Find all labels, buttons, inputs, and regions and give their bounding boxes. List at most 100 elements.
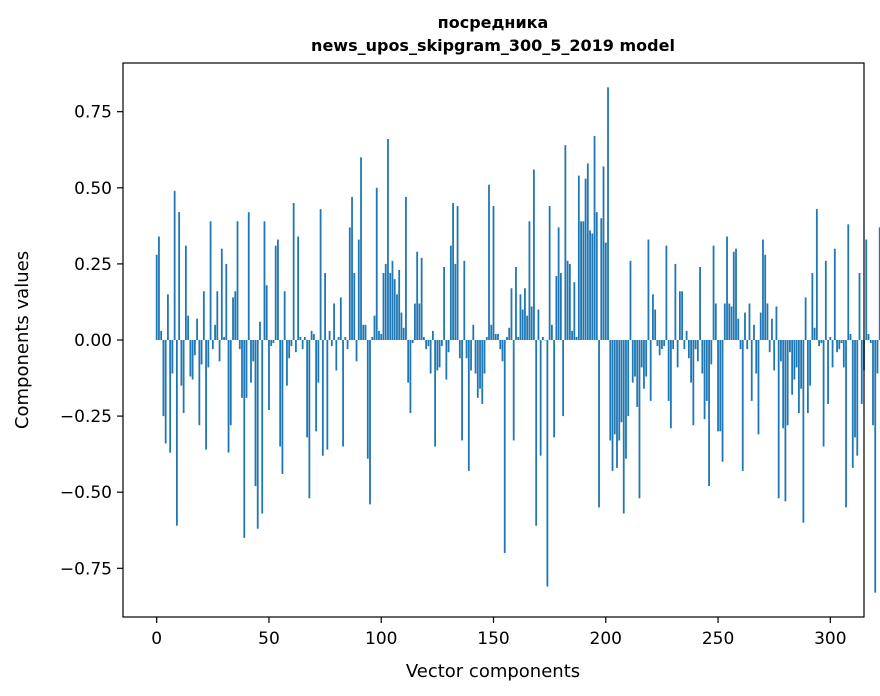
bar-8 [173,190,176,340]
bar-184 [568,263,571,340]
bar-163 [521,309,524,340]
bar-141 [472,324,475,340]
bar-234 [681,291,684,340]
bar-216 [640,340,643,368]
bar-287 [800,340,803,389]
bar-36 [236,221,239,340]
bar-257 [732,251,735,340]
bar-187 [575,336,578,340]
bar-222 [654,309,657,340]
bar-110 [402,327,405,340]
bar-39 [243,340,246,538]
bar-72 [317,340,320,383]
bar-266 [753,324,755,340]
bar-139 [467,340,470,471]
bar-40 [245,340,248,398]
x-ticks: 0 50 100 150 200 250 300 [151,617,847,649]
bar-217 [643,340,645,389]
bar-258 [735,248,737,340]
bar-58 [286,340,288,386]
bar-175 [548,206,551,340]
bar-289 [804,297,807,340]
bar-60 [290,340,293,347]
bar-3 [162,340,165,417]
bar-169 [535,340,538,526]
bar-189 [580,221,582,340]
bar-132 [452,203,454,340]
bar-101 [382,273,385,340]
bar-319 [872,340,874,426]
bar-244 [703,340,706,420]
bar-199 [602,166,605,340]
y-tick-label-3: 0.00 [74,331,112,351]
bar-50 [268,340,270,411]
bar-193 [589,230,591,340]
bar-130 [447,340,450,353]
bar-121 [427,340,430,347]
bar-239 [692,340,695,426]
bar-307 [845,340,847,508]
bar-69 [310,330,313,340]
bar-237 [687,340,690,359]
bar-321 [876,340,879,374]
bar-279 [782,340,785,429]
bar-164 [524,288,526,340]
bar-29 [220,248,223,340]
bar-225 [661,340,663,350]
bar-116 [416,251,419,340]
bar-108 [398,269,401,340]
bar-230 [672,340,675,350]
bar-14 [187,315,190,340]
bar-112 [407,340,410,383]
bar-263 [746,340,749,350]
bar-195 [593,136,596,340]
bar-283 [791,340,794,395]
bar-46 [259,321,261,340]
bar-296 [820,340,823,344]
bar-25 [211,340,214,350]
bar-162 [519,294,522,340]
x-axis-label: Vector components [406,661,580,682]
bar-97 [373,315,376,340]
bar-30 [223,336,225,340]
bar-33 [229,340,232,426]
bar-131 [449,245,452,340]
bars-group [155,87,880,593]
bar-261 [741,340,744,471]
bar-94 [366,340,369,459]
bar-59 [288,340,291,359]
x-tick-label-150: 150 [477,629,509,649]
bar-7 [171,340,174,374]
bar-98 [375,187,378,340]
bar-67 [306,340,309,438]
bar-186 [573,282,576,340]
bar-249 [714,303,717,340]
bar-204 [613,340,616,435]
bar-231 [674,263,677,340]
bar-166 [528,221,531,340]
bar-105 [391,260,394,340]
bar-198 [600,218,603,340]
bar-252 [721,340,724,462]
bar-149 [490,324,493,340]
bar-290 [806,340,809,414]
bar-314 [860,340,863,404]
bar-309 [849,333,852,340]
bar-177 [553,340,556,438]
bar-291 [809,340,812,386]
bar-48 [263,221,266,340]
bar-55 [279,340,282,447]
bar-316 [865,239,868,340]
bar-301 [831,340,834,368]
bar-17 [193,340,196,356]
x-tick-label-200: 200 [590,629,622,649]
bar-165 [526,315,529,340]
bar-233 [678,291,681,340]
bar-21 [202,291,205,340]
bar-286 [797,340,800,414]
bar-9 [175,340,178,526]
bar-248 [712,245,715,340]
bar-232 [676,340,679,368]
bar-191 [584,178,587,340]
bar-138 [465,340,468,359]
